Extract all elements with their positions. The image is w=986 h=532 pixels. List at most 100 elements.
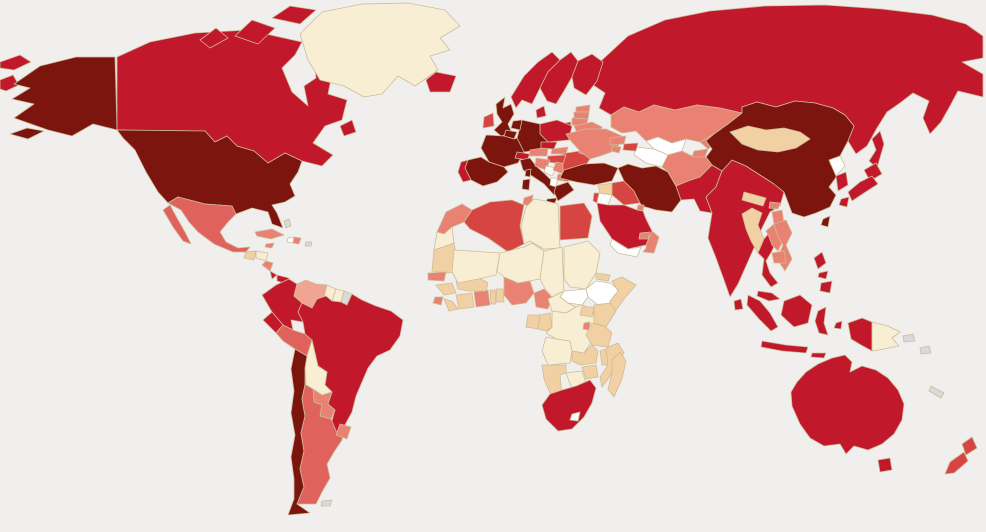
country-senegal[interactable] xyxy=(427,271,447,282)
country-libya[interactable] xyxy=(520,198,561,250)
country-kenya[interactable] xyxy=(593,302,617,328)
country-sri-lanka[interactable] xyxy=(733,298,744,311)
country-congo[interactable] xyxy=(537,312,553,332)
country-benin[interactable] xyxy=(495,288,505,303)
country-bhutan[interactable] xyxy=(768,201,781,210)
country-united-states[interactable] xyxy=(116,129,303,229)
country-taiwan[interactable] xyxy=(820,215,831,228)
country-tasmania[interactable] xyxy=(877,457,893,473)
country-zambia[interactable] xyxy=(571,344,599,366)
country-azerbaijan[interactable] xyxy=(622,142,639,152)
country-north-korea[interactable] xyxy=(828,155,846,177)
country-guinea[interactable] xyxy=(435,282,457,296)
country-mexico[interactable] xyxy=(167,196,251,253)
country-bahamas[interactable] xyxy=(283,218,292,229)
country-sierra-leone[interactable] xyxy=(432,296,444,306)
country-liberia[interactable] xyxy=(443,298,459,312)
country-cuba[interactable] xyxy=(254,228,285,240)
country-finland[interactable] xyxy=(571,53,604,96)
country-netherlands[interactable] xyxy=(510,119,523,131)
country-baja-california[interactable] xyxy=(162,204,192,245)
country-new-zealand-north[interactable] xyxy=(961,436,978,456)
country-eritrea[interactable] xyxy=(595,272,611,282)
country-ellesmere-island[interactable] xyxy=(271,5,317,25)
country-dominican-republic[interactable] xyxy=(292,236,302,245)
country-new-caledonia[interactable] xyxy=(928,385,945,399)
country-victoria-island[interactable] xyxy=(234,19,276,45)
country-united-kingdom[interactable] xyxy=(493,96,515,137)
country-philippines-visayas[interactable] xyxy=(817,270,829,280)
country-greenland[interactable] xyxy=(299,2,461,98)
country-indonesia-lesser-sunda[interactable] xyxy=(810,352,827,359)
country-portugal[interactable] xyxy=(457,159,472,183)
country-japan-honshu[interactable] xyxy=(847,175,879,202)
country-philippines-luzon[interactable] xyxy=(813,251,827,270)
country-ukraine[interactable] xyxy=(565,128,623,160)
country-indonesia-java[interactable] xyxy=(760,340,809,354)
country-guatemala[interactable] xyxy=(243,250,257,261)
country-togo[interactable] xyxy=(489,289,497,305)
country-russia-wrap-west-b[interactable] xyxy=(0,74,20,92)
country-sudan[interactable] xyxy=(563,240,601,290)
country-denmark[interactable] xyxy=(535,105,547,119)
country-new-zealand-south[interactable] xyxy=(944,451,969,475)
country-japan-hokkaido[interactable] xyxy=(863,162,883,182)
country-indonesia-sumatra[interactable] xyxy=(746,294,779,332)
country-bosnia[interactable] xyxy=(543,165,557,177)
country-lesotho[interactable] xyxy=(569,411,581,422)
country-ghana[interactable] xyxy=(473,289,491,308)
country-solomon-islands[interactable] xyxy=(919,345,932,355)
country-south-korea[interactable] xyxy=(835,171,849,192)
country-mongolia[interactable] xyxy=(729,125,811,153)
country-newfoundland[interactable] xyxy=(339,119,357,137)
country-banks-island[interactable] xyxy=(199,27,229,49)
country-cambodia[interactable] xyxy=(771,250,787,264)
country-philippines-mindanao[interactable] xyxy=(819,280,833,294)
country-angola[interactable] xyxy=(541,336,573,366)
country-uruguay[interactable] xyxy=(335,423,352,440)
country-new-britain[interactable] xyxy=(902,333,916,343)
country-aleutian-islands[interactable] xyxy=(9,127,45,140)
country-georgia[interactable] xyxy=(609,135,627,146)
country-turkey[interactable] xyxy=(559,162,619,186)
country-egypt[interactable] xyxy=(559,202,593,241)
country-somalia[interactable] xyxy=(609,276,637,314)
country-sardinia[interactable] xyxy=(521,178,531,191)
country-indonesia-maluku[interactable] xyxy=(833,320,843,330)
country-costa-rica[interactable] xyxy=(269,270,278,280)
country-armenia[interactable] xyxy=(610,145,622,154)
country-nigeria[interactable] xyxy=(503,276,535,306)
country-sweden[interactable] xyxy=(539,51,579,105)
country-ivory-coast[interactable] xyxy=(455,292,475,310)
country-puerto-rico[interactable] xyxy=(304,241,313,247)
country-australia[interactable] xyxy=(790,354,905,455)
country-malaysia[interactable] xyxy=(756,290,781,302)
country-dr-congo[interactable] xyxy=(545,304,597,354)
country-yemen[interactable] xyxy=(609,238,642,258)
country-papua-new-guinea[interactable] xyxy=(871,321,901,352)
country-saudi-arabia[interactable] xyxy=(596,202,653,250)
country-alaska[interactable] xyxy=(11,56,118,137)
country-nepal[interactable] xyxy=(741,191,767,207)
country-zimbabwe[interactable] xyxy=(581,364,599,380)
country-czechia[interactable] xyxy=(540,141,558,150)
country-algeria[interactable] xyxy=(463,199,525,253)
country-falkland-islands[interactable] xyxy=(320,499,333,507)
country-japan-kyushu[interactable] xyxy=(838,196,850,208)
country-uae[interactable] xyxy=(638,231,651,240)
country-south-africa[interactable] xyxy=(541,379,597,432)
country-greece[interactable] xyxy=(553,181,575,202)
country-jamaica[interactable] xyxy=(264,242,275,249)
country-iceland[interactable] xyxy=(425,71,457,93)
country-ireland[interactable] xyxy=(482,112,495,129)
country-indonesia-sulawesi[interactable] xyxy=(814,306,829,336)
country-argentina[interactable] xyxy=(296,384,346,505)
country-namibia[interactable] xyxy=(541,364,567,396)
country-madagascar[interactable] xyxy=(607,351,627,398)
country-corsica[interactable] xyxy=(524,168,532,178)
country-russia-wrap-west-a[interactable] xyxy=(0,54,32,71)
country-uganda[interactable] xyxy=(579,306,595,318)
country-oman[interactable] xyxy=(642,230,660,254)
country-indonesia-borneo[interactable] xyxy=(780,294,813,328)
